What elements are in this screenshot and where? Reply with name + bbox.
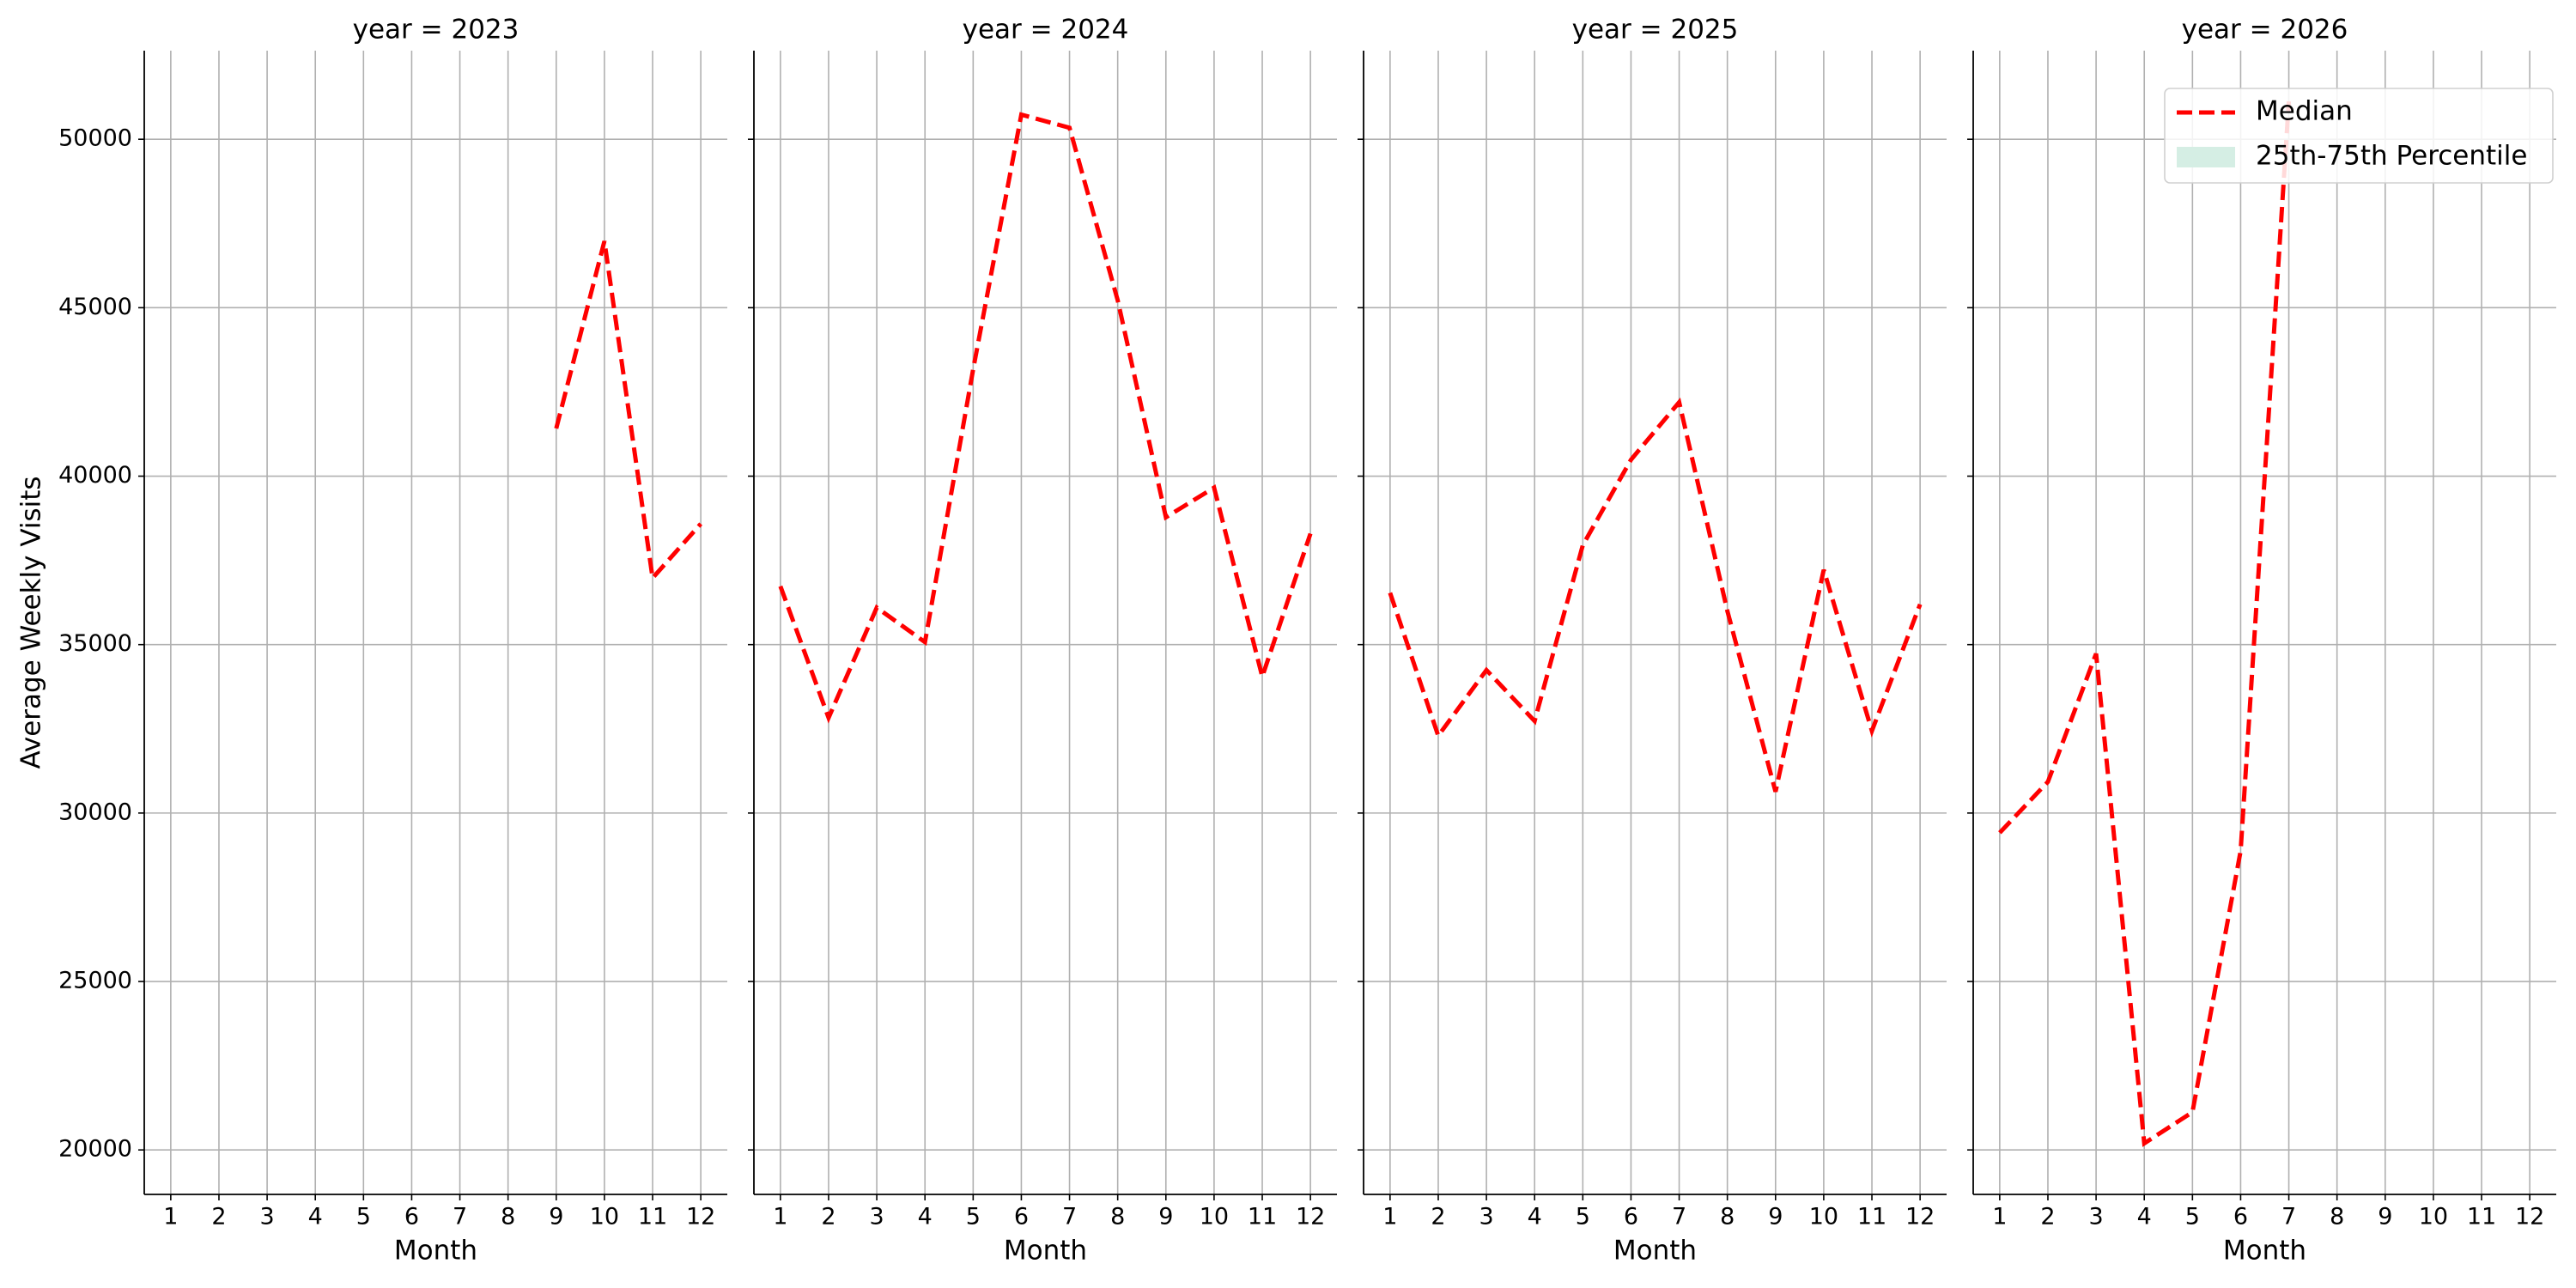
x-tick-label: 4: [1528, 1204, 1542, 1230]
x-tick-label: 7: [453, 1204, 467, 1230]
x-axis-label: Month: [1613, 1236, 1697, 1267]
x-tick-label: 1: [1382, 1204, 1397, 1230]
median-line: [778, 112, 1313, 724]
legend: Median 25th-75th Percentile: [2164, 88, 2554, 184]
legend-label: 25th-75th Percentile: [2256, 141, 2527, 172]
x-tick-label: 5: [1576, 1204, 1590, 1230]
x-tick-label: 12: [2515, 1204, 2544, 1230]
x-tick-label: 9: [2378, 1204, 2392, 1230]
x-axis-label: Month: [2223, 1236, 2306, 1267]
x-tick-label: 1: [163, 1204, 178, 1230]
x-tick-label: 1: [773, 1204, 787, 1230]
y-tick-label: 50000: [58, 125, 132, 152]
x-tick-label: 11: [638, 1204, 667, 1230]
x-tick-label: 6: [1014, 1204, 1029, 1230]
legend-label: Median: [2256, 96, 2353, 127]
x-tick-label: 6: [2233, 1204, 2248, 1230]
x-tick-label: 4: [2137, 1204, 2152, 1230]
y-tick-label: 25000: [58, 968, 132, 994]
x-tick-label: 6: [404, 1204, 419, 1230]
x-tick-label: 2: [821, 1204, 835, 1230]
x-tick-label: 11: [1857, 1204, 1886, 1230]
x-tick-label: 4: [308, 1204, 323, 1230]
legend-frame: [2164, 88, 2554, 184]
x-tick-label: 9: [1158, 1204, 1173, 1230]
y-tick-label: 30000: [58, 799, 132, 825]
y-axis-label: Average Weekly Visits: [16, 476, 47, 769]
panel-title: year = 2024: [963, 15, 1129, 46]
y-tick-label: 35000: [58, 630, 132, 657]
y-tick-label: 45000: [58, 294, 132, 320]
x-tick-label: 7: [1062, 1204, 1077, 1230]
x-tick-label: 5: [356, 1204, 371, 1230]
x-tick-label: 10: [1200, 1204, 1229, 1230]
x-tick-label: 4: [918, 1204, 933, 1230]
x-tick-label: 10: [590, 1204, 619, 1230]
x-tick-label: 3: [870, 1204, 884, 1230]
x-tick-label: 11: [2467, 1204, 2496, 1230]
x-tick-label: 5: [2185, 1204, 2200, 1230]
x-tick-label: 8: [1720, 1204, 1735, 1230]
x-tick-label: 3: [260, 1204, 275, 1230]
x-tick-label: 1: [1992, 1204, 2007, 1230]
x-tick-label: 2: [211, 1204, 226, 1230]
x-tick-label: 8: [1110, 1204, 1125, 1230]
x-tick-label: 6: [1624, 1204, 1638, 1230]
x-tick-label: 7: [1672, 1204, 1686, 1230]
x-tick-label: 8: [501, 1204, 515, 1230]
x-tick-label: 9: [549, 1204, 563, 1230]
y-tick-label: 20000: [58, 1136, 132, 1163]
x-tick-label: 10: [2419, 1204, 2448, 1230]
panel-title: year = 2025: [1572, 15, 1739, 46]
x-tick-label: 2: [2040, 1204, 2055, 1230]
median-line: [1388, 397, 1923, 793]
median-line: [1998, 101, 2292, 1147]
x-axis-label: Month: [394, 1236, 477, 1267]
panel-title: year = 2026: [2182, 15, 2348, 46]
x-tick-label: 5: [966, 1204, 981, 1230]
x-tick-label: 11: [1248, 1204, 1277, 1230]
x-tick-label: 8: [2330, 1204, 2344, 1230]
median-line: [554, 240, 703, 583]
legend-swatch: [2177, 147, 2235, 167]
x-tick-label: 3: [1479, 1204, 1494, 1230]
x-axis-label: Month: [1004, 1236, 1087, 1267]
x-tick-label: 12: [1296, 1204, 1325, 1230]
x-tick-label: 7: [2281, 1204, 2296, 1230]
x-tick-label: 10: [1809, 1204, 1838, 1230]
x-tick-label: 12: [1905, 1204, 1935, 1230]
x-tick-label: 3: [2089, 1204, 2104, 1230]
x-tick-label: 2: [1431, 1204, 1445, 1230]
x-tick-label: 9: [1768, 1204, 1783, 1230]
panel-title: year = 2023: [353, 15, 519, 46]
y-tick-label: 40000: [58, 462, 132, 489]
x-tick-label: 12: [686, 1204, 715, 1230]
